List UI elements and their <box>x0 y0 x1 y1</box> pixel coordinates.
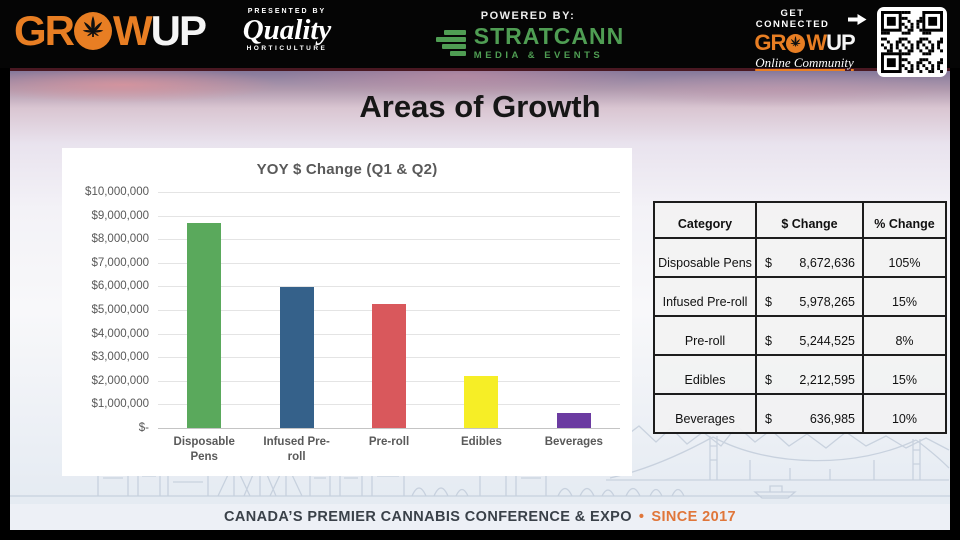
bars-group <box>158 192 620 428</box>
bar-chart-panel: YOY $ Change (Q1 & Q2) $- $1,000,000 $2,00… <box>62 148 632 476</box>
bar-column <box>343 192 435 428</box>
gridline <box>158 262 620 264</box>
table-row-disposable-pens: Disposable Pens $8,672,636 105% <box>653 237 947 278</box>
x-tick-label: Infused Pre-roll <box>263 436 330 463</box>
cell-dollar-change: $8,672,636 <box>755 237 864 278</box>
y-tick-label: $7,000,000 <box>91 256 149 269</box>
table-row-infused-pre-roll: Infused Pre-roll $5,978,265 15% <box>653 276 947 317</box>
growup-community-logo: GR W UP <box>754 30 855 55</box>
y-tick-label: $1,000,000 <box>91 398 149 411</box>
online-community-label: Online Community <box>755 55 854 70</box>
get-connected-block: GET CONNECTED GR W UP Online Community <box>742 8 867 71</box>
y-tick-label: $- <box>138 422 149 434</box>
quality-horticulture-logo: PRESENTED BY Quality HORTICULTURE <box>232 8 342 52</box>
quality-logo-text: Quality <box>242 14 332 46</box>
growup-logo-text-w: W <box>113 7 153 54</box>
y-tick-label: $6,000,000 <box>91 280 149 293</box>
table-row-pre-roll: Pre-roll $5,244,525 8% <box>653 315 947 356</box>
footer-text: CANADA’S PREMIER CANNABIS CONFERENCE & E… <box>223 509 632 525</box>
footer-since: SINCE 2017 <box>651 509 737 525</box>
cell-percent-change: 15% <box>862 276 947 317</box>
y-tick-label: $10,000,000 <box>85 186 149 198</box>
bar-infused-pre-roll <box>279 286 314 428</box>
gridline <box>158 192 620 193</box>
y-axis: $- $1,000,000 $2,000,000 $3,000,000 $4,000,0… <box>64 186 158 434</box>
cell-category: Edibles <box>653 354 757 395</box>
bar-disposable-pens <box>187 223 222 428</box>
cell-category: Pre-roll <box>653 315 757 356</box>
bar-pre-roll <box>372 304 407 428</box>
footer-bullet: • <box>638 509 645 525</box>
header-bar: GR W UP PRESENTED BY Quality HORTICULTUR… <box>0 0 960 71</box>
cell-percent-change: 8% <box>862 315 947 356</box>
bar-column <box>528 192 620 428</box>
y-tick-label: $9,000,000 <box>91 209 149 222</box>
page-title: Areas of Growth <box>359 89 601 124</box>
bar-column <box>158 192 250 428</box>
bar-column <box>250 192 342 428</box>
stratcann-bars-icon <box>432 30 466 56</box>
cell-percent-change: 10% <box>862 393 947 434</box>
qr-code <box>877 7 947 77</box>
arrow-right-icon <box>848 13 867 25</box>
presented-by-label: PRESENTED BY <box>247 8 327 15</box>
table-header-category: Category <box>653 201 757 239</box>
y-tick-label: $8,000,000 <box>91 233 149 246</box>
cell-dollar-change: $2,212,595 <box>755 354 864 395</box>
y-tick-label: $4,000,000 <box>91 327 149 340</box>
cell-dollar-change: $5,978,265 <box>755 276 864 317</box>
cannabis-leaf-icon <box>74 12 112 50</box>
plot-area <box>158 192 620 429</box>
cell-percent-change: 15% <box>862 354 947 395</box>
slide-canvas: Areas of Growth YOY $ Change (Q1 & Q2) $… <box>10 68 950 530</box>
chart-title: YOY $ Change (Q1 & Q2) <box>256 161 438 178</box>
growup-logo-text-gr: GR <box>14 7 75 54</box>
y-tick-label: $3,000,000 <box>91 351 149 364</box>
stratcann-subtitle: MEDIA & EVENTS <box>473 50 604 61</box>
footer-banner: CANADA’S PREMIER CANNABIS CONFERENCE & E… <box>10 504 950 530</box>
table-row-edibles: Edibles $2,212,595 15% <box>653 354 947 395</box>
powered-by-label: POWERED BY: <box>480 10 576 22</box>
gridline <box>158 239 620 241</box>
y-tick-label: $2,000,000 <box>91 374 149 387</box>
cell-dollar-change: $636,985 <box>755 393 864 434</box>
table-row-beverages: Beverages $636,985 10% <box>653 393 947 434</box>
table-header--change: % Change <box>862 201 947 239</box>
table-header-row: Category $ Change% Change <box>653 201 947 239</box>
gridline <box>158 215 620 217</box>
cell-category: Disposable Pens <box>653 237 757 278</box>
y-tick-label: $5,000,000 <box>91 304 149 316</box>
get-connected-label: GET CONNECTED <box>755 8 830 30</box>
cell-percent-change: 105% <box>862 237 947 278</box>
x-tick-label: Beverages <box>544 436 603 448</box>
x-tick-label: Edibles <box>460 436 502 448</box>
data-table: Category $ Change% Change Disposable Pens… <box>653 201 947 434</box>
x-tick-label: Pre-roll <box>368 436 410 448</box>
table-header--change: $ Change <box>755 201 864 239</box>
stratcann-logo-text: STRATCANN <box>473 23 625 49</box>
bar-beverages <box>556 412 591 428</box>
stratcann-logo: POWERED BY: STRATCANN MEDIA & EVENTS <box>408 10 648 61</box>
cannabis-leaf-icon <box>786 33 806 53</box>
growup-logo-text-up: UP <box>150 7 207 54</box>
growup-logo: GR W UP <box>14 7 207 54</box>
gridline <box>158 428 620 429</box>
x-tick-label: Disposable Pens <box>173 436 235 463</box>
cell-category: Beverages <box>653 393 757 434</box>
bar-column <box>435 192 527 428</box>
gridline <box>158 286 620 288</box>
cell-category: Infused Pre-roll <box>653 276 757 317</box>
x-axis: Disposable Pens Infused Pre-roll Pre-roll E… <box>158 428 620 472</box>
cell-dollar-change: $5,244,525 <box>755 315 864 356</box>
bar-edibles <box>464 375 499 428</box>
horticulture-label: HORTICULTURE <box>246 45 328 53</box>
